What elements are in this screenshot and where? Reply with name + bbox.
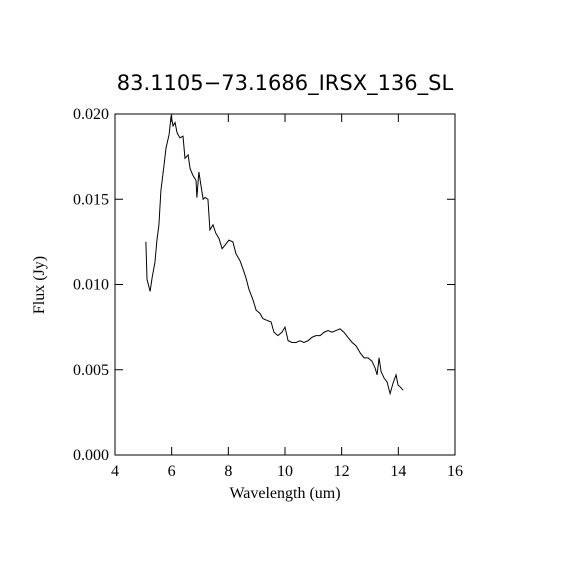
x-tick-label: 12 — [334, 463, 350, 480]
chart-title: 83.1105−73.1686_IRSX_136_SL — [117, 71, 454, 96]
y-tick-label: 0.015 — [73, 191, 109, 208]
x-axis-label: Wavelength (um) — [229, 485, 340, 502]
x-tick-label: 16 — [447, 463, 463, 480]
y-axis-label: Flux (Jy) — [31, 256, 48, 314]
y-tick-label: 0.000 — [73, 447, 109, 464]
y-tick-label: 0.010 — [73, 277, 109, 294]
x-tick-label: 8 — [224, 463, 232, 480]
y-tick-label: 0.005 — [73, 362, 109, 379]
y-tick-label: 0.020 — [73, 106, 109, 123]
x-tick-label: 10 — [277, 463, 293, 480]
x-tick-label: 6 — [168, 463, 176, 480]
x-tick-label: 14 — [390, 463, 406, 480]
x-tick-label: 4 — [111, 463, 119, 480]
spectrum-line — [145, 115, 404, 396]
